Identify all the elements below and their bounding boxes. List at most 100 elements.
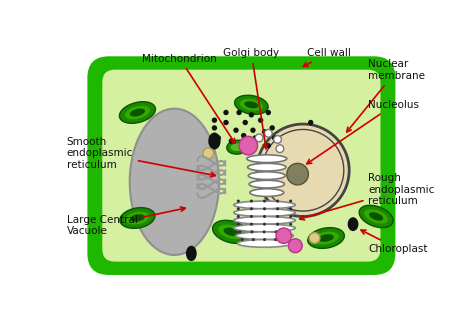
Circle shape	[216, 135, 221, 141]
Circle shape	[287, 163, 309, 185]
Ellipse shape	[319, 234, 334, 242]
Circle shape	[250, 207, 253, 210]
Circle shape	[263, 207, 266, 210]
Circle shape	[223, 120, 228, 125]
Ellipse shape	[240, 99, 263, 111]
Ellipse shape	[308, 228, 345, 248]
Ellipse shape	[130, 214, 145, 222]
Circle shape	[285, 238, 288, 241]
Ellipse shape	[237, 239, 292, 247]
Circle shape	[237, 223, 240, 226]
Circle shape	[237, 207, 240, 210]
Ellipse shape	[186, 246, 197, 261]
Text: Nuclear
membrane: Nuclear membrane	[346, 59, 426, 132]
Circle shape	[289, 207, 292, 210]
Circle shape	[250, 199, 253, 203]
Ellipse shape	[236, 232, 293, 239]
Circle shape	[276, 199, 279, 203]
Circle shape	[249, 143, 257, 151]
FancyBboxPatch shape	[87, 56, 395, 275]
Ellipse shape	[365, 209, 388, 224]
Circle shape	[237, 199, 240, 203]
Ellipse shape	[247, 163, 286, 171]
Ellipse shape	[234, 209, 295, 216]
Circle shape	[273, 135, 282, 143]
Circle shape	[276, 215, 279, 218]
Circle shape	[275, 230, 278, 234]
Circle shape	[288, 239, 302, 253]
Circle shape	[262, 130, 344, 211]
Circle shape	[238, 230, 241, 234]
Circle shape	[253, 135, 258, 141]
Circle shape	[203, 148, 214, 159]
Ellipse shape	[234, 216, 295, 224]
Circle shape	[250, 128, 255, 133]
Text: Mitochondrion: Mitochondrion	[142, 53, 235, 143]
Circle shape	[228, 138, 234, 144]
FancyBboxPatch shape	[101, 69, 382, 263]
Circle shape	[276, 223, 279, 226]
Circle shape	[276, 228, 292, 243]
Text: Rough
endoplasmic
reticulum: Rough endoplasmic reticulum	[300, 173, 435, 220]
Circle shape	[258, 117, 264, 123]
Circle shape	[263, 223, 266, 226]
Circle shape	[272, 135, 277, 141]
Ellipse shape	[359, 205, 393, 228]
Ellipse shape	[247, 155, 287, 163]
Ellipse shape	[218, 225, 245, 239]
Ellipse shape	[130, 109, 219, 255]
Circle shape	[212, 125, 217, 131]
Circle shape	[250, 223, 253, 226]
Circle shape	[263, 199, 266, 203]
Circle shape	[250, 215, 253, 218]
Circle shape	[289, 223, 292, 226]
Circle shape	[309, 233, 320, 243]
Ellipse shape	[125, 212, 150, 224]
Ellipse shape	[119, 102, 155, 123]
Circle shape	[289, 215, 292, 218]
Ellipse shape	[212, 220, 250, 243]
Ellipse shape	[369, 212, 383, 221]
Ellipse shape	[235, 95, 268, 114]
Circle shape	[270, 125, 275, 131]
Text: Large Central
Vacuole: Large Central Vacuole	[66, 207, 185, 236]
Circle shape	[257, 124, 349, 216]
Circle shape	[276, 207, 279, 210]
Ellipse shape	[230, 143, 245, 151]
Ellipse shape	[234, 201, 295, 209]
Text: Nucleolus: Nucleolus	[307, 100, 419, 164]
Circle shape	[262, 129, 267, 134]
Circle shape	[287, 230, 290, 234]
Ellipse shape	[248, 172, 285, 179]
Circle shape	[243, 120, 248, 125]
Ellipse shape	[227, 140, 248, 154]
Circle shape	[263, 238, 266, 241]
Circle shape	[250, 230, 254, 234]
Circle shape	[241, 238, 244, 241]
Text: Cell wall: Cell wall	[303, 48, 351, 67]
Circle shape	[212, 117, 217, 123]
Circle shape	[223, 110, 228, 115]
Circle shape	[241, 133, 246, 138]
Ellipse shape	[250, 189, 284, 196]
Text: Smooth
endoplasmic
reticulum: Smooth endoplasmic reticulum	[66, 137, 215, 177]
Ellipse shape	[347, 217, 358, 231]
Circle shape	[274, 238, 277, 241]
Ellipse shape	[130, 109, 145, 116]
Circle shape	[289, 199, 292, 203]
Circle shape	[233, 128, 239, 133]
Ellipse shape	[224, 228, 239, 236]
Circle shape	[263, 215, 266, 218]
Ellipse shape	[208, 133, 220, 150]
Circle shape	[237, 215, 240, 218]
Ellipse shape	[234, 224, 295, 232]
Circle shape	[264, 130, 272, 137]
Ellipse shape	[125, 106, 150, 119]
Ellipse shape	[245, 101, 258, 108]
Circle shape	[252, 238, 255, 241]
Circle shape	[308, 120, 313, 125]
Circle shape	[265, 143, 271, 148]
Circle shape	[263, 230, 265, 234]
Ellipse shape	[313, 232, 339, 245]
Text: Chloroplast: Chloroplast	[361, 230, 428, 254]
